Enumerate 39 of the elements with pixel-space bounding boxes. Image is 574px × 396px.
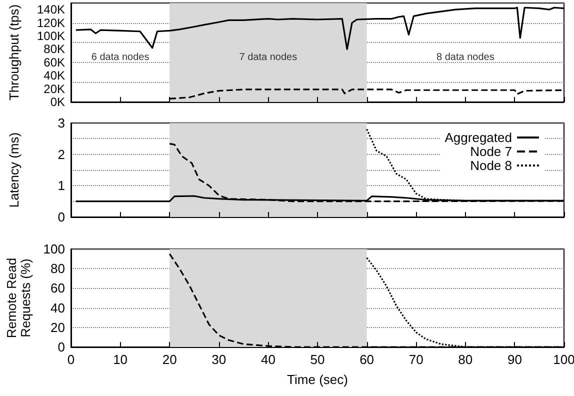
y-tick-label: 100 (43, 242, 65, 256)
x-tick-label: 20 (162, 352, 177, 367)
y-tick-label: 100K (36, 29, 65, 43)
y-tick-label: 20 (50, 320, 65, 335)
y-tick-label: 60K (44, 55, 65, 70)
x-tick-label: 90 (507, 352, 522, 367)
y-axis-title: Latency (ms) (6, 132, 22, 208)
y-axis-title: Throughput (tps) (6, 4, 22, 101)
x-tick-label: 80 (458, 352, 473, 367)
y-tick-label: 20K (44, 82, 65, 96)
annotation: 8 data nodes (436, 52, 494, 63)
y-tick-label: 40 (50, 300, 65, 316)
y-tick-label: 0K (50, 95, 65, 109)
annotation: 7 data nodes (239, 52, 298, 63)
x-tick-label: 60 (360, 352, 374, 367)
x-tick-label: 50 (310, 352, 325, 367)
y-tick-label: 60 (50, 280, 65, 296)
x-tick-label: 70 (408, 352, 424, 367)
y-tick-label: 140K (36, 2, 65, 17)
y-tick-label: 40K (44, 68, 65, 83)
y-tick-label: 2 (58, 146, 65, 162)
x-axis-title: Time (sec) (287, 372, 348, 387)
y-tick-label: 0 (58, 340, 65, 354)
x-tick-label: 0 (67, 352, 75, 367)
x-tick-label: 10 (113, 352, 128, 367)
annotation: 6 data nodes (91, 52, 150, 63)
x-tick-label: 30 (212, 352, 226, 367)
y-tick-label: 120K (36, 16, 65, 30)
legend-label: Node 7 (470, 144, 512, 159)
x-tick-label: 40 (260, 352, 276, 367)
y-tick-label: 3 (58, 116, 65, 130)
y-axis-title: Remote Read Requests (%) (4, 258, 33, 338)
y-tick-label: 80 (50, 261, 65, 276)
legend-label: Node 8 (470, 158, 512, 173)
y-tick-label: 0 (58, 210, 65, 224)
x-tick-label: 100 (553, 352, 574, 367)
y-tick-label: 80K (44, 42, 65, 56)
legend-label: Aggregated (444, 130, 512, 145)
y-tick-label: 1 (58, 178, 65, 194)
